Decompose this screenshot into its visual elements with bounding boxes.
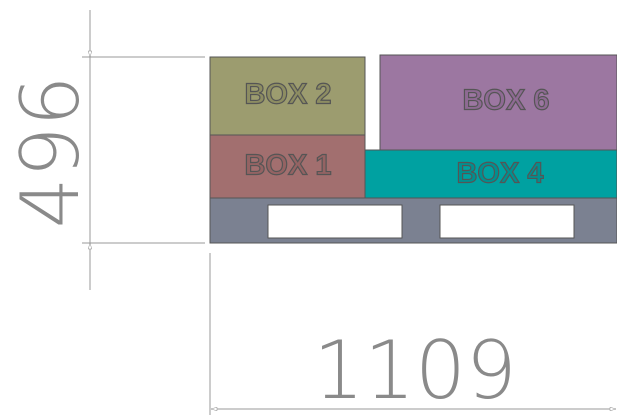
box-label: BOX 2 [244,79,331,111]
box-label: BOX 1 [244,150,331,182]
box-label: BOX 4 [456,158,543,190]
width-dimension: 1109 [313,324,517,417]
height-dimension: 496 [4,76,97,229]
box [379,54,617,151]
box-label: BOX 6 [462,85,549,117]
box [209,134,366,199]
box [364,149,617,199]
box [209,56,366,136]
pallet-slot [439,204,575,239]
pallet-slot [267,204,403,239]
